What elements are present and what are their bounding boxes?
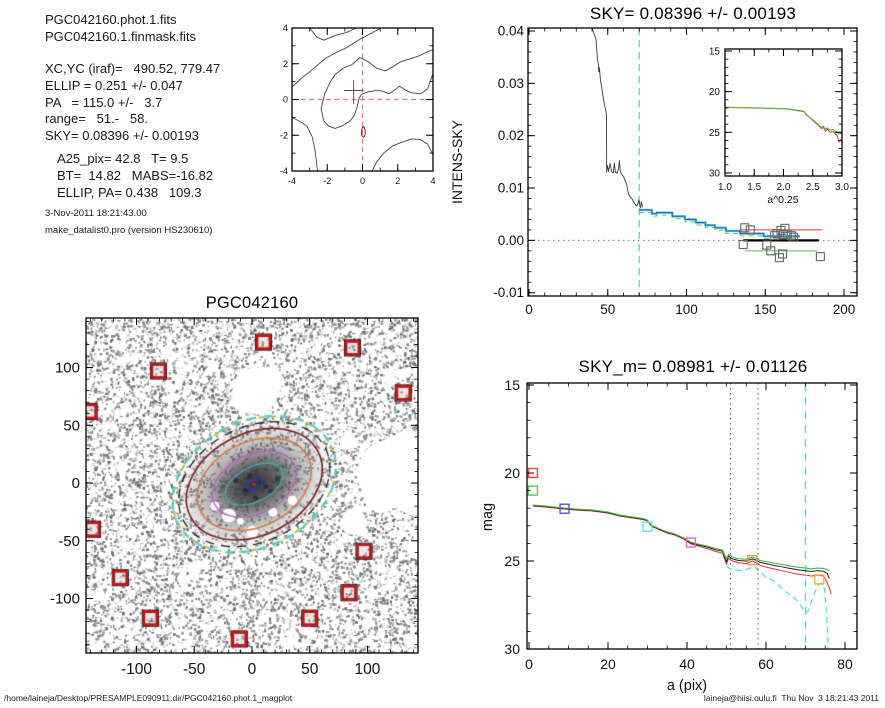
info-line: ELLIP, PA= 0.438 109.3 — [57, 185, 202, 200]
svg-text:2: 2 — [395, 176, 400, 186]
svg-text:-100: -100 — [121, 661, 152, 678]
svg-text:-4: -4 — [288, 176, 296, 186]
svg-text:40: 40 — [679, 656, 695, 672]
info-line: ELLIP = 0.251 +/- 0.047 — [45, 78, 183, 93]
svg-text:2.5: 2.5 — [806, 182, 820, 193]
svg-text:0.02: 0.02 — [498, 128, 524, 143]
svg-text:-2: -2 — [280, 130, 288, 140]
svg-text:100: 100 — [355, 661, 381, 678]
galaxy-image-title: PGC042160 — [205, 294, 299, 312]
svg-text:15: 15 — [504, 377, 520, 393]
svg-text:-100: -100 — [50, 591, 80, 608]
svg-text:100: 100 — [675, 302, 698, 317]
svg-text:30: 30 — [709, 168, 721, 179]
svg-text:3.0: 3.0 — [835, 182, 849, 193]
info-line: XC,YC (iraf)= 490.52, 779.47 — [45, 61, 221, 76]
info-line: PA = 115.0 +/- 3.7 — [45, 95, 163, 110]
info-line: SKY= 0.08396 +/- 0.00193 — [45, 128, 199, 143]
svg-text:25: 25 — [709, 128, 721, 139]
svg-text:15: 15 — [709, 47, 721, 58]
info-line: A25_pix= 42.8 T= 9.5 — [57, 151, 189, 166]
svg-text:30: 30 — [504, 641, 520, 657]
galaxy-image-axes: -100 -50 0 50 100 -100 -50 0 50 100 — [50, 317, 419, 678]
svg-text:20: 20 — [600, 656, 616, 672]
svg-text:80: 80 — [837, 656, 853, 672]
svg-text:50: 50 — [63, 417, 80, 434]
svg-text:-50: -50 — [183, 661, 206, 678]
sky-plot-title: SKY= 0.08396 +/- 0.00193 — [589, 4, 797, 23]
svg-text:50: 50 — [600, 302, 615, 317]
info-line: PGC042160.phot.1.fits — [45, 12, 177, 27]
svg-text:20: 20 — [709, 87, 721, 98]
svg-text:150: 150 — [754, 302, 777, 317]
offset-contour-plot: -4 -2 0 2 4 -4 -2 0 2 4 — [280, 23, 436, 186]
mag-plot-title: SKY_m= 0.08981 +/- 0.01126 — [578, 357, 808, 376]
svg-text:25: 25 — [504, 553, 520, 569]
svg-text:4: 4 — [430, 176, 435, 186]
svg-text:100: 100 — [55, 360, 80, 377]
info-line: PGC042160.1.finmask.fits — [45, 29, 197, 44]
svg-text:0.03: 0.03 — [498, 76, 524, 91]
svg-text:2: 2 — [283, 59, 288, 69]
svg-text:60: 60 — [758, 656, 774, 672]
svg-text:4: 4 — [283, 23, 288, 33]
svg-text:mag: mag — [480, 503, 496, 531]
svg-text:1.0: 1.0 — [718, 182, 732, 193]
svg-text:2.0: 2.0 — [777, 182, 791, 193]
svg-text:0: 0 — [72, 475, 80, 492]
mag-plot: 0 20 40 60 80 15 20 25 30 mag a (pix) — [480, 377, 858, 694]
svg-text:0: 0 — [525, 302, 533, 317]
svg-text:0: 0 — [283, 95, 288, 105]
svg-text:0: 0 — [525, 656, 533, 672]
svg-text:0.01: 0.01 — [498, 181, 524, 196]
info-line: range= 51.- 58. — [45, 111, 148, 126]
output-file-path: /home/laineja/Desktop/PRESAMPLE090911.di… — [4, 693, 293, 703]
svg-text:50: 50 — [301, 661, 319, 678]
svg-text:-50: -50 — [58, 533, 80, 550]
svg-text:200: 200 — [833, 302, 856, 317]
galaxy-image-canvas — [86, 318, 418, 653]
svg-text:-4: -4 — [280, 166, 288, 176]
svg-text:1.5: 1.5 — [747, 182, 761, 193]
svg-text:INTENS-SKY: INTENS-SKY — [449, 119, 465, 204]
svg-text:0: 0 — [360, 176, 365, 186]
svg-text:0: 0 — [248, 661, 257, 678]
info-date: 3-Nov-2011 18:21:43.00 — [45, 208, 147, 219]
svg-text:-2: -2 — [323, 176, 331, 186]
sky-plot: 0 50 100 150 200 0.04 0.03 0.02 0.01 0.00 -0.01 INT… — [449, 24, 858, 317]
svg-text:-0.01: -0.01 — [493, 285, 524, 300]
svg-text:0.04: 0.04 — [498, 24, 525, 39]
svg-text:20: 20 — [504, 465, 520, 481]
svg-text:a^0.25: a^0.25 — [767, 194, 798, 206]
svg-text:0.00: 0.00 — [498, 233, 524, 248]
svg-text:a (pix): a (pix) — [667, 678, 707, 694]
info-version: make_datalist0.pro (version HS230610) — [45, 225, 213, 236]
info-line: BT= 14.82 MABS=-16.82 — [57, 168, 214, 183]
credit-timestamp: laineja@hiisi.oulu.fi Thu Nov 3 18:21:43… — [703, 693, 879, 703]
